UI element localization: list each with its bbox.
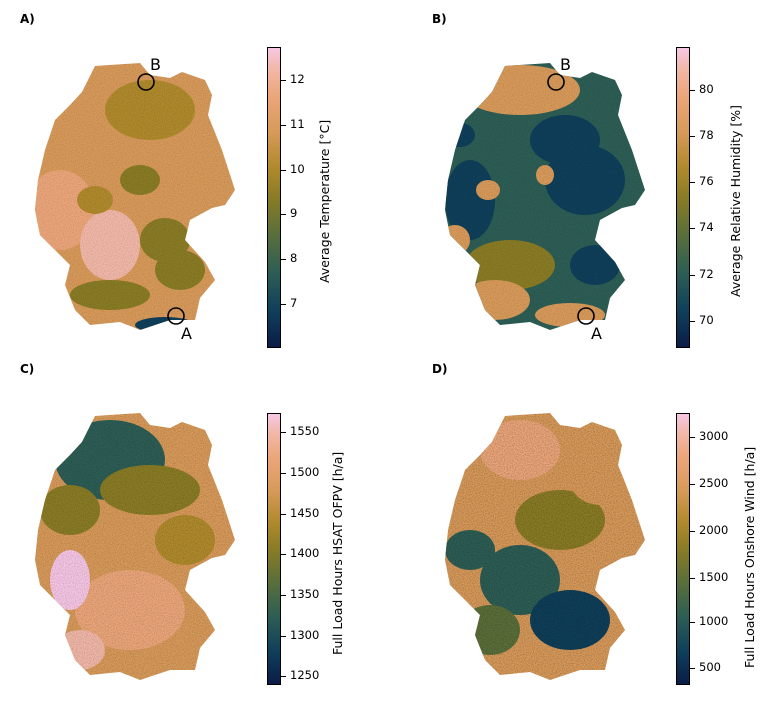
colorbar-tick-mark (690, 531, 695, 532)
marker-label-a: A (181, 324, 192, 343)
colorbar-tick-label: 2000 (699, 523, 729, 537)
colorbar-tick-mark (281, 636, 286, 637)
colorbar-tick-label: 9 (290, 206, 298, 220)
panel-a-letter: A) (20, 12, 35, 26)
colorbar-tick-label: 11 (290, 117, 305, 131)
colorbar-tick-mark (690, 136, 695, 137)
colorbar-tick-mark (281, 554, 286, 555)
marker-label-b: B (150, 55, 161, 74)
marker-b-circle (547, 73, 565, 91)
colorbar-tick-mark (281, 80, 286, 81)
panel-c-letter: C) (20, 362, 35, 376)
colorbar-humidity (676, 47, 690, 348)
colorbar-tick-mark (281, 514, 286, 515)
colorbar-tick-mark (281, 214, 286, 215)
map-hsat-ofpv (35, 413, 235, 680)
colorbar-tick-mark (281, 125, 286, 126)
colorbar-tick-label: 500 (699, 660, 721, 674)
colorbar-tick-label: 72 (699, 267, 714, 281)
colorbar-tick-label: 78 (699, 128, 714, 142)
marker-b-circle (137, 73, 155, 91)
panel-d-letter: D) (432, 362, 448, 376)
map-relative-humidity (445, 63, 645, 330)
colorbar-tick-mark (690, 90, 695, 91)
colorbar-tick-mark (690, 578, 695, 579)
colorbar-tick-mark (690, 622, 695, 623)
map-average-temperature (35, 63, 235, 330)
colorbar-tick-mark (690, 484, 695, 485)
colorbar-onshore-wind (676, 413, 690, 685)
colorbar-tick-label: 2500 (699, 476, 729, 490)
colorbar-tick-mark (281, 259, 286, 260)
colorbar-tick-label: 3000 (699, 429, 729, 443)
colorbar-tick-mark (281, 676, 286, 677)
colorbar-tick-label: 76 (699, 174, 714, 188)
colorbar-humidity-label: Average Relative Humidity [%] (728, 105, 743, 297)
colorbar-temperature (267, 47, 281, 348)
colorbar-tick-mark (281, 304, 286, 305)
colorbar-hsat-ofpv (267, 413, 281, 685)
colorbar-tick-label: 1250 (290, 668, 320, 682)
colorbar-tick-label: 8 (290, 251, 298, 265)
colorbar-tick-label: 1300 (290, 628, 320, 642)
colorbar-tick-label: 80 (699, 82, 714, 96)
marker-a-circle (577, 307, 595, 325)
colorbar-tick-label: 1500 (699, 570, 729, 584)
marker-a-circle (167, 307, 185, 325)
colorbar-tick-label: 1450 (290, 506, 320, 520)
colorbar-tick-label: 1350 (290, 587, 320, 601)
colorbar-tick-mark (690, 437, 695, 438)
colorbar-tick-mark (690, 668, 695, 669)
colorbar-tick-label: 12 (290, 72, 305, 86)
colorbar-onshore-wind-label: Full Load Hours Onshore Wind [h/a] (742, 446, 757, 668)
colorbar-temperature-label: Average Temperature [°C] (317, 119, 332, 283)
colorbar-tick-mark (281, 595, 286, 596)
marker-label-b: B (560, 55, 571, 74)
colorbar-tick-label: 10 (290, 162, 305, 176)
colorbar-tick-label: 1550 (290, 424, 320, 438)
map-onshore-wind (445, 413, 645, 680)
colorbar-tick-label: 1400 (290, 546, 320, 560)
colorbar-tick-mark (690, 275, 695, 276)
panel-b-letter: B) (432, 12, 447, 26)
marker-label-a: A (591, 324, 602, 343)
colorbar-tick-mark (281, 170, 286, 171)
colorbar-tick-label: 1500 (290, 465, 320, 479)
colorbar-tick-label: 74 (699, 220, 714, 234)
colorbar-tick-mark (281, 432, 286, 433)
colorbar-tick-mark (690, 321, 695, 322)
colorbar-tick-label: 1000 (699, 614, 729, 628)
colorbar-tick-mark (690, 228, 695, 229)
colorbar-tick-mark (690, 182, 695, 183)
colorbar-tick-mark (281, 473, 286, 474)
colorbar-tick-label: 70 (699, 313, 714, 327)
colorbar-hsat-ofpv-label: Full Load Hours HSAT OFPV [h/a] (330, 451, 345, 655)
colorbar-tick-label: 7 (290, 296, 298, 310)
